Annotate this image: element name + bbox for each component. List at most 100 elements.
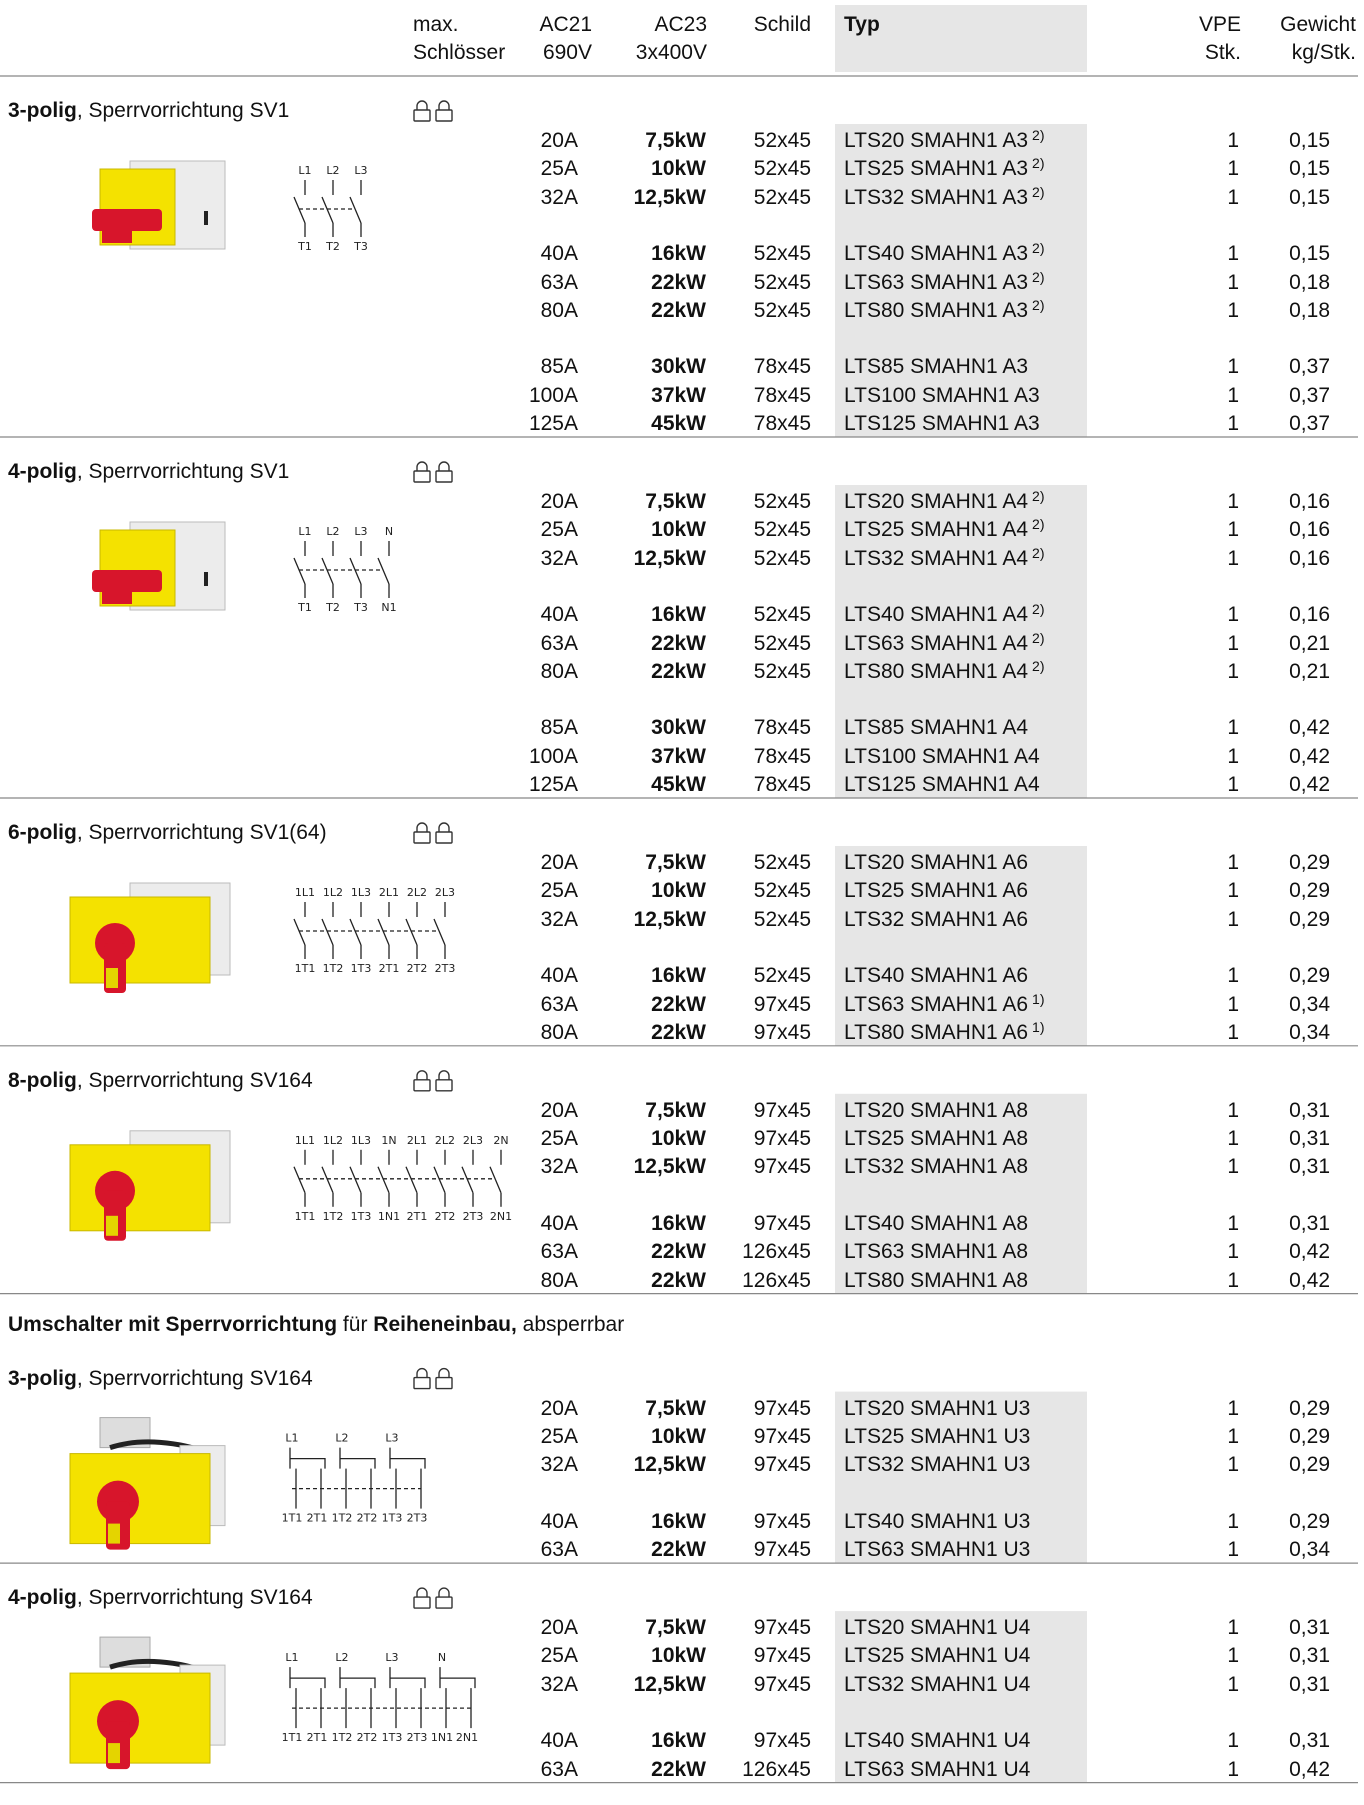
cell-typ: LTS25 SMAHN1 A8 — [844, 1127, 1029, 1151]
padlock — [438, 822, 450, 832]
cell-schild: 52x45 — [753, 490, 811, 513]
terminal-label: 1N1 — [378, 1210, 400, 1223]
terminal-label: N1 — [381, 601, 396, 614]
wiring-diagram: 1L1 1T1 1L2 1T2 1L3 1T3 1N 1N1 2L1 2T1 2L2 2T2 2L3 2T… — [293, 1134, 512, 1223]
cell-ac23: 10kW — [651, 1424, 706, 1448]
cell-ac21: 20A — [540, 129, 578, 152]
cell-ac21: 32A — [540, 907, 578, 931]
cell-typ: LTS63 SMAHN1 A6 1) — [844, 990, 1045, 1016]
padlock-body — [435, 470, 453, 483]
contact — [433, 918, 446, 946]
cell-vpe: 1 — [1227, 907, 1239, 931]
terminal-label: 1L1 — [295, 1134, 315, 1147]
terminal-label: 2T3 — [407, 1512, 428, 1525]
cell-kg: 0,29 — [1289, 907, 1330, 931]
wiring-diagram: 1L1 1T1 1L2 1T2 1L3 1T3 2L1 2T1 2L2 2T2 2L3 2T3 — [293, 886, 455, 975]
terminal-label: 2T2 — [407, 962, 428, 975]
cell-typ: LTS20 SMAHN1 U3 — [844, 1396, 1031, 1420]
cell-vpe: 1 — [1227, 129, 1239, 152]
cell-vpe: 1 — [1227, 1672, 1239, 1696]
contact — [293, 918, 306, 946]
cell-ac21: 32A — [540, 546, 578, 570]
cell-ac23: 22kW — [651, 1268, 706, 1292]
cell-typ: LTS80 SMAHN1 A3 2) — [844, 296, 1045, 322]
grip — [108, 1743, 120, 1764]
cell-schild: 52x45 — [753, 964, 811, 988]
cell-ac23: 16kW — [651, 1729, 706, 1753]
contact — [377, 557, 390, 585]
cell-ac23: 12,5kW — [633, 185, 706, 209]
front — [69, 1144, 211, 1232]
cell-vpe: 1 — [1227, 1729, 1239, 1753]
changeover-contact — [289, 1447, 326, 1469]
changeover-contact — [339, 1667, 376, 1689]
section-title: 4-polig, Sperrvorrichtung SV164 — [8, 1584, 313, 1612]
contact — [349, 918, 362, 946]
cell-ac23: 22kW — [651, 631, 706, 655]
product-image — [92, 160, 226, 250]
cell-ac23: 12,5kW — [633, 907, 706, 931]
cell-vpe: 1 — [1227, 716, 1239, 740]
cell-kg: 0,42 — [1289, 716, 1330, 740]
cell-kg: 0,16 — [1289, 546, 1330, 570]
cell-ac23: 10kW — [651, 1644, 706, 1668]
cell-schild: 97x45 — [753, 1212, 811, 1235]
cell-typ: LTS32 SMAHN1 U4 — [844, 1672, 1031, 1696]
cell-schild: 97x45 — [753, 1155, 811, 1179]
footnote: 2) — [1032, 240, 1045, 257]
cell-schild: 97x45 — [753, 1644, 811, 1668]
cell-typ: LTS63 SMAHN1 A8 — [844, 1240, 1029, 1264]
cell-ac21: 40A — [540, 964, 578, 988]
cell-schild: 52x45 — [753, 659, 811, 683]
wiring-diagram: 1T1 2T1 1T2 2T2 1T3 2T3 1N1 2N1 L1 L2 L3 N — [282, 1651, 478, 1744]
cell-kg: 0,18 — [1289, 298, 1330, 322]
footnote: 2) — [1032, 127, 1045, 143]
terminal-label: L1 — [298, 164, 311, 177]
cell-kg: 0,37 — [1289, 383, 1330, 407]
cell-ac23: 22kW — [651, 1020, 706, 1044]
lock-icon — [413, 822, 453, 844]
terminal-label: 2T3 — [407, 1731, 428, 1744]
cell-ac21: 80A — [540, 298, 578, 322]
cell-typ: LTS63 SMAHN1 A3 2) — [844, 268, 1045, 294]
cell-vpe: 1 — [1227, 1538, 1239, 1562]
cell-vpe: 1 — [1227, 773, 1239, 796]
cell-schild: 78x45 — [753, 744, 811, 768]
cell-vpe: 1 — [1227, 1127, 1239, 1151]
cell-vpe: 1 — [1227, 1757, 1239, 1781]
cell-schild: 52x45 — [753, 129, 811, 152]
wiring-diagram: 1T1 2T1 1T2 2T2 1T3 2T3 L1 L2 L3 — [282, 1432, 428, 1525]
section-title-bold: 4-polig — [8, 460, 77, 483]
footnote: 1) — [1032, 990, 1045, 1007]
cell-typ: LTS40 SMAHN1 U3 — [844, 1509, 1031, 1533]
terminal-label: 2T2 — [357, 1512, 378, 1525]
section-title-rest: , Sperrvorrichtung SV1(64) — [76, 821, 327, 844]
contact — [349, 196, 362, 224]
terminal-label: 2N1 — [456, 1731, 478, 1744]
changeover-contact — [289, 1667, 326, 1689]
cell-typ: LTS63 SMAHN1 U4 — [844, 1757, 1031, 1781]
front — [69, 1672, 211, 1764]
cell-ac23: 7,5kW — [645, 490, 706, 513]
padlock — [416, 1070, 428, 1080]
terminal-label: T1 — [297, 601, 312, 614]
terminal-label: 1T2 — [332, 1731, 353, 1744]
cell-typ: LTS32 SMAHN1 U3 — [844, 1453, 1031, 1477]
cell-ac23: 30kW — [651, 716, 706, 740]
cell-typ: LTS85 SMAHN1 A4 — [844, 716, 1029, 740]
cell-vpe: 1 — [1227, 879, 1239, 903]
header-label: 690V — [542, 41, 592, 64]
terminal-label: 2N — [493, 1134, 508, 1147]
header-label: max. — [413, 13, 459, 36]
contact — [321, 1166, 334, 1194]
cell-kg: 0,31 — [1289, 1729, 1330, 1753]
header-label: Schlösser — [413, 41, 506, 64]
slot — [204, 211, 208, 225]
contact — [377, 1166, 390, 1194]
cell-ac23: 37kW — [651, 744, 706, 768]
padlock — [416, 461, 428, 471]
grip — [108, 1523, 120, 1544]
terminal-label: 1T1 — [295, 962, 316, 975]
cell-vpe: 1 — [1227, 383, 1239, 407]
cell-vpe: 1 — [1227, 298, 1239, 322]
